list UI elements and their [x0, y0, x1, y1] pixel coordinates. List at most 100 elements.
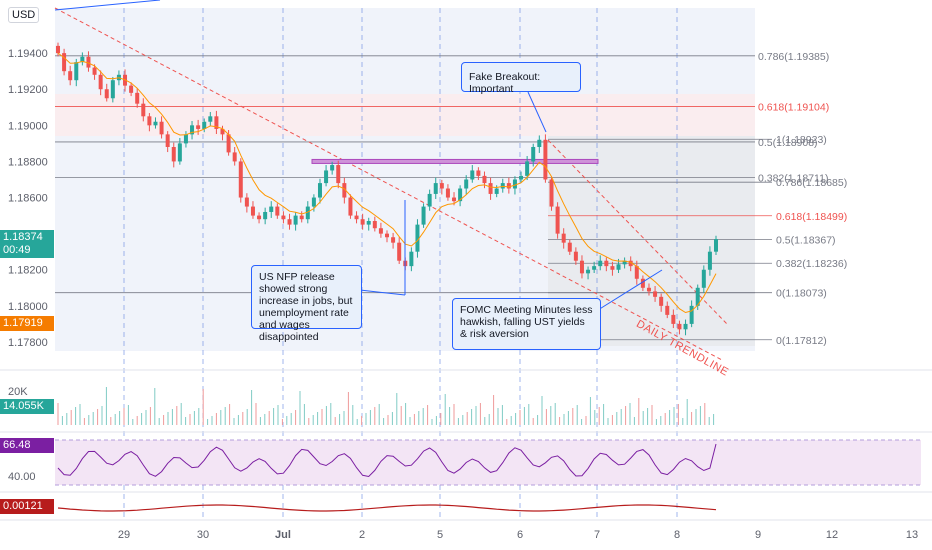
candle-body	[549, 179, 554, 207]
candle-body	[196, 125, 201, 129]
level-label: 0.382(1.18711)	[758, 173, 828, 185]
ema-line	[57, 52, 717, 314]
low-price-badge: 1.17919	[0, 316, 54, 331]
fib-label: 1(1.18923)	[776, 134, 827, 146]
candle-body	[525, 161, 530, 176]
candle-body	[62, 53, 67, 72]
candle-body	[202, 121, 207, 129]
candle-body	[98, 74, 103, 90]
candle-body	[360, 219, 365, 225]
fomc-callout[interactable]: FOMC Meeting Minutes less hawkish, falli…	[452, 298, 601, 350]
candle-body	[86, 56, 91, 68]
candle-body	[427, 193, 432, 207]
candle-body	[701, 269, 706, 288]
candle-body	[653, 291, 658, 297]
price-tick: 1.18000	[8, 301, 48, 313]
fake-breakout-callout[interactable]: Fake Breakout: Important	[461, 62, 581, 95]
candle-body	[458, 188, 463, 202]
time-tick: 5	[437, 529, 443, 541]
currency-label[interactable]: USD	[8, 7, 40, 23]
time-tick: 29	[118, 529, 130, 541]
candle-body	[348, 197, 353, 216]
candle-body	[104, 89, 109, 99]
price-tick: 1.19200	[8, 84, 48, 96]
short-trendline[interactable]	[547, 139, 729, 326]
fib-label: 0(1.18073)	[776, 288, 827, 300]
top-trendline[interactable]	[54, 0, 161, 11]
candle-body	[500, 183, 505, 189]
candle-body	[695, 287, 700, 306]
candle-body	[354, 215, 359, 220]
time-tick: 30	[197, 529, 209, 541]
time-tick: Jul	[275, 529, 291, 541]
price-tick: 1.18600	[8, 193, 48, 205]
candle-body	[141, 103, 146, 117]
candle-body	[220, 128, 225, 135]
candle-body	[159, 121, 164, 135]
bar-countdown: 00:49	[3, 244, 31, 256]
candle-body	[707, 251, 712, 270]
candle-body	[342, 183, 347, 198]
candle-body	[537, 139, 542, 147]
candle-body	[616, 264, 621, 270]
candle-body	[250, 206, 255, 216]
level-label: 0.786(1.19385)	[758, 51, 829, 63]
time-tick: 9	[755, 529, 761, 541]
candle-body	[659, 296, 664, 306]
candle-body	[409, 251, 414, 267]
candle-body	[238, 161, 243, 198]
candle-body	[592, 266, 597, 270]
candle-body	[336, 165, 341, 184]
candle-body	[287, 219, 292, 225]
candle-body	[714, 239, 718, 252]
nfp-callout[interactable]: US NFP release showed strong increase in…	[251, 265, 362, 343]
volume-pane	[57, 387, 715, 425]
candle-body	[110, 80, 115, 99]
candle-body	[634, 266, 639, 279]
price-tick: 1.19000	[8, 120, 48, 132]
time-tick: 12	[826, 529, 838, 541]
last-price-badge: 1.18374 00:49	[0, 230, 54, 258]
rsi-badge: 66.48	[0, 438, 54, 453]
rsi-band	[55, 440, 921, 485]
candle-body	[171, 146, 176, 162]
fib-label: 0.5(1.18367)	[776, 235, 836, 247]
fib-label: 0.382(1.18236)	[776, 258, 847, 270]
candle-body	[561, 233, 566, 243]
candle-body	[80, 56, 85, 63]
candle-body	[445, 188, 450, 198]
candle-body	[586, 269, 591, 274]
candle-body	[555, 206, 560, 234]
candle-body	[610, 266, 615, 270]
rsi-line	[57, 443, 717, 478]
candle-body	[68, 71, 73, 81]
candle-body	[135, 92, 140, 104]
candle-body	[293, 215, 298, 225]
candle-body	[324, 170, 329, 184]
candle-body	[330, 165, 335, 171]
candle-body	[263, 211, 268, 220]
time-tick: 13	[906, 529, 918, 541]
fib-label: 0.618(1.18499)	[776, 211, 847, 223]
candle-body	[177, 143, 182, 162]
candle-body	[190, 125, 195, 135]
candle-body	[305, 206, 310, 220]
candle-body	[311, 197, 316, 207]
resistance-zone[interactable]	[311, 158, 599, 164]
fib-label: 0(1.17812)	[776, 335, 827, 347]
level-label: 0.618(1.19104)	[758, 102, 829, 114]
candle-body	[257, 215, 262, 220]
candle-body	[689, 305, 694, 324]
candle-body	[476, 170, 481, 176]
candle-body	[482, 175, 487, 184]
candle-body	[275, 206, 280, 216]
candle-body	[226, 134, 231, 153]
fib-label: 0.786(1.18685)	[776, 177, 847, 189]
candle-body	[214, 116, 219, 129]
candle-body	[183, 134, 188, 144]
candle-body	[421, 206, 426, 225]
candle-body	[281, 215, 286, 220]
candle-body	[317, 183, 322, 198]
candle-body	[567, 242, 572, 252]
